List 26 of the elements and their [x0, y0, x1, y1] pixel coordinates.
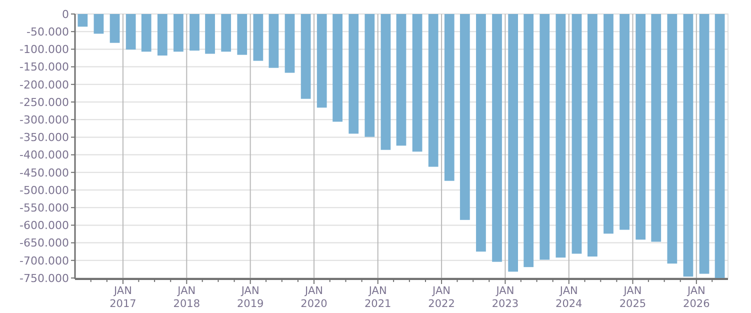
x-tick-label: JAN 2024: [556, 285, 583, 310]
x-tick-label: JAN 2021: [364, 285, 392, 310]
y-tick-label: -750.000: [20, 272, 69, 285]
y-tick-label: -200.000: [20, 78, 69, 92]
x-tick-label: JAN 2019: [236, 285, 264, 310]
y-tick-label: -550.000: [20, 201, 69, 214]
y-tick-label: -600.000: [20, 219, 69, 232]
x-tick-label: JAN 2017: [110, 285, 136, 310]
x-tick-label: JAN 2020: [300, 285, 328, 310]
y-tick-label: 0: [62, 8, 69, 21]
y-tick-label: -650.000: [20, 236, 69, 250]
y-tick-label: -500.000: [20, 184, 69, 197]
y-tick-label: -100.000: [20, 43, 69, 56]
x-tick-label: JAN 2018: [173, 285, 200, 310]
y-tick-label: -400.000: [20, 148, 69, 162]
y-tick-label: -50.000: [26, 25, 69, 38]
y-tick-label: -250.000: [20, 96, 69, 109]
x-tick-label: JAN 2026: [683, 285, 710, 310]
y-tick-label: -350.000: [20, 131, 69, 144]
x-tick-label: JAN 2022: [428, 285, 455, 310]
x-tick-label: JAN 2025: [619, 285, 646, 310]
y-tick-label: -150.000: [20, 60, 69, 74]
x-tick-label: JAN 2023: [492, 285, 519, 310]
y-tick-label: -300.000: [20, 113, 69, 126]
y-tick-label: -450.000: [20, 166, 69, 180]
y-tick-label: -700.000: [20, 254, 69, 268]
